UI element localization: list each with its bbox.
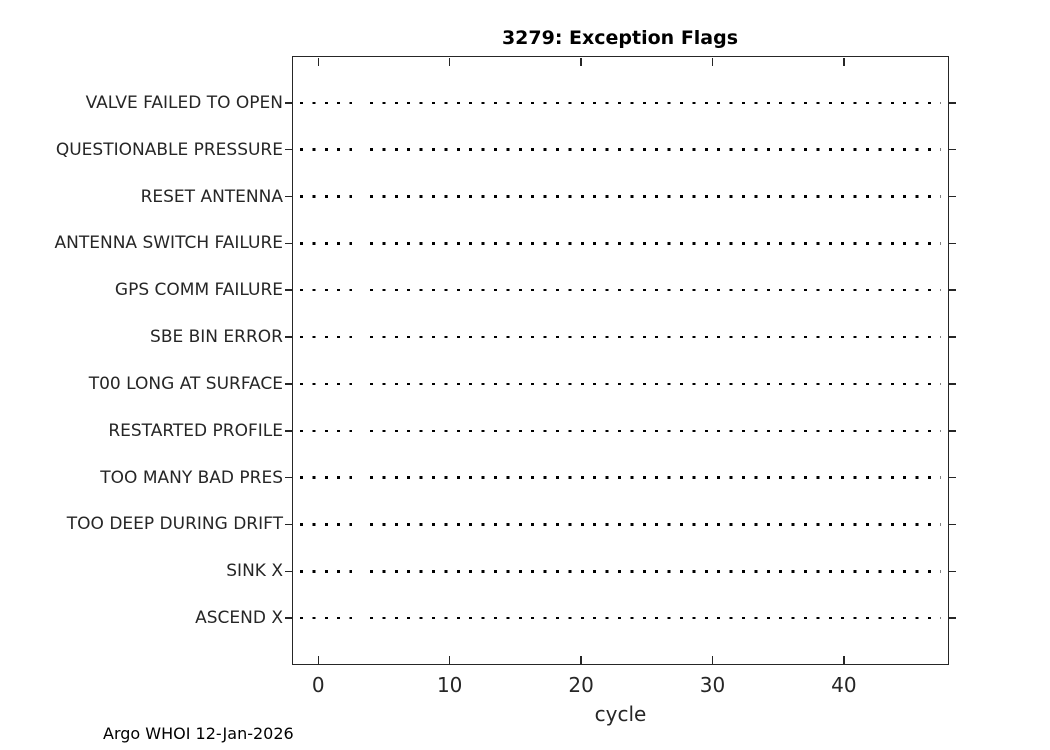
x-tick-label: 30 <box>699 673 726 697</box>
y-tick-label: T00 LONG AT SURFACE <box>88 373 283 394</box>
y-tick-right <box>949 523 956 526</box>
dotted-gridline <box>300 101 352 105</box>
x-tick-label: 10 <box>436 673 463 697</box>
x-tick-top <box>843 57 845 66</box>
dotted-gridline <box>370 288 941 292</box>
y-tick-left <box>285 523 292 526</box>
dotted-gridline <box>370 616 941 620</box>
dotted-gridline <box>300 429 352 433</box>
y-tick-left <box>285 570 292 573</box>
y-tick-label: RESTARTED PROFILE <box>108 420 283 441</box>
y-tick-left <box>285 102 292 104</box>
y-tick-right <box>949 242 956 245</box>
dotted-gridline <box>300 242 352 245</box>
dotted-gridline <box>370 148 941 151</box>
y-tick-left <box>285 336 292 338</box>
dotted-gridline <box>300 195 352 198</box>
dotted-gridline <box>370 242 941 245</box>
dotted-gridline <box>370 335 941 339</box>
y-tick-right <box>949 195 956 198</box>
y-tick-right <box>949 617 956 619</box>
y-tick-label: VALVE FAILED TO OPEN <box>85 92 283 113</box>
x-tick-bottom <box>580 655 582 664</box>
x-tick-bottom <box>317 655 320 664</box>
x-tick-bottom <box>448 655 451 664</box>
y-tick-label: TOO DEEP DURING DRIFT <box>66 514 283 535</box>
x-tick-label: 20 <box>568 673 594 697</box>
x-tick-top <box>448 57 451 66</box>
y-tick-label: ASCEND X <box>195 608 283 629</box>
y-tick-right <box>949 289 956 291</box>
y-tick-right <box>949 148 956 151</box>
y-tick-label: GPS COMM FAILURE <box>114 280 283 301</box>
footer-text: Argo WHOI 12-Jan-2026 <box>103 724 294 743</box>
y-tick-left <box>285 430 292 432</box>
y-tick-left <box>285 195 292 198</box>
y-tick-right <box>949 102 956 104</box>
y-tick-label: TOO MANY BAD PRES <box>100 467 283 488</box>
plot-box <box>292 56 949 665</box>
x-tick-label: 0 <box>311 673 325 697</box>
y-tick-label: RESET ANTENNA <box>140 186 283 207</box>
dotted-gridline <box>370 570 941 573</box>
y-tick-right <box>949 430 956 432</box>
chart-title: 3279: Exception Flags <box>501 27 739 49</box>
dotted-gridline <box>300 476 352 479</box>
y-tick-left <box>285 289 292 291</box>
y-tick-label: QUESTIONABLE PRESSURE <box>55 139 283 160</box>
dotted-gridline <box>300 523 352 526</box>
y-tick-label: ANTENNA SWITCH FAILURE <box>54 233 283 254</box>
y-tick-left <box>285 476 292 479</box>
x-tick-top <box>711 57 714 66</box>
y-tick-left <box>285 617 292 619</box>
dotted-gridline <box>370 429 941 433</box>
dotted-gridline <box>370 382 941 386</box>
dotted-gridline <box>370 101 941 105</box>
dotted-gridline <box>370 195 941 198</box>
y-tick-left <box>285 148 292 151</box>
dotted-gridline <box>300 148 352 151</box>
dotted-gridline <box>300 616 352 620</box>
x-tick-label: 40 <box>831 673 857 697</box>
y-tick-right <box>949 570 956 573</box>
x-tick-top <box>580 57 582 66</box>
y-tick-right <box>949 383 956 385</box>
x-tick-bottom <box>711 655 714 664</box>
x-tick-top <box>317 57 320 66</box>
x-axis-label: cycle <box>594 702 647 726</box>
y-tick-label: SINK X <box>226 561 283 582</box>
dotted-gridline <box>300 382 352 386</box>
dotted-gridline <box>370 476 941 479</box>
y-tick-right <box>949 476 956 479</box>
y-tick-right <box>949 336 956 338</box>
dotted-gridline <box>370 523 941 526</box>
dotted-gridline <box>300 335 352 339</box>
y-tick-left <box>285 383 292 385</box>
y-tick-label: SBE BIN ERROR <box>150 327 283 348</box>
dotted-gridline <box>300 288 352 292</box>
x-tick-bottom <box>843 655 845 664</box>
y-tick-left <box>285 242 292 245</box>
dotted-gridline <box>300 570 352 573</box>
